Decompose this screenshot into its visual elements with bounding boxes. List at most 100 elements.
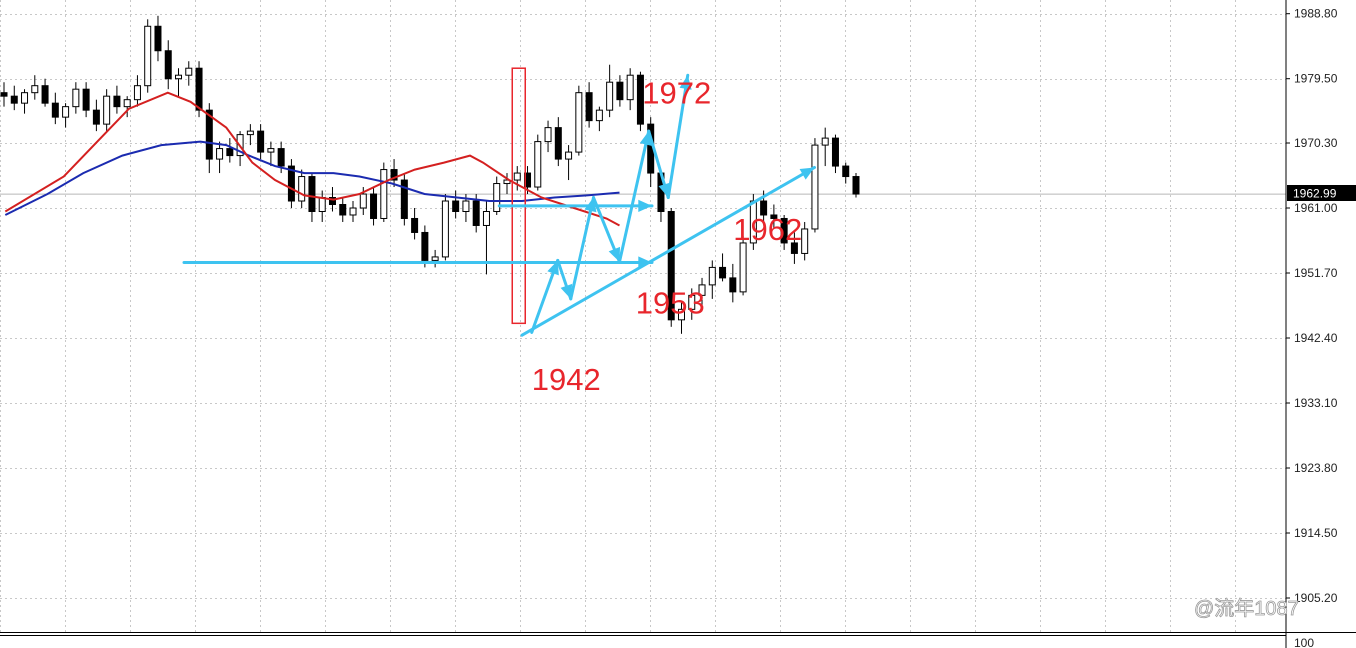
candle-body: [441, 200, 449, 258]
candle-body: [10, 95, 18, 104]
candle-body: [390, 169, 398, 181]
candle-body: [164, 50, 172, 80]
candle-body: [328, 197, 336, 206]
zigzag-segment: [666, 73, 690, 200]
candle-body: [103, 95, 111, 125]
zigzag-segment: [618, 129, 651, 264]
trendline-segment: [520, 165, 816, 337]
candle-body: [595, 109, 603, 122]
candle-body: [257, 130, 265, 153]
candle-body: [739, 242, 747, 293]
candle-body: [585, 92, 593, 122]
candle-body: [719, 266, 727, 279]
candle-body: [636, 74, 644, 125]
candle-body: [688, 294, 696, 310]
price-tick-label: 1988.80: [1294, 7, 1338, 21]
price-axis: 1988.80 1979.50 1970.30 1961.00 1951.70 1942.…: [1286, 7, 1338, 605]
price-tick-label: 1979.50: [1294, 72, 1338, 86]
candle-body: [790, 242, 798, 254]
arrow-head: [608, 246, 621, 262]
zigzag-segment: [569, 196, 595, 301]
candle-body: [287, 165, 295, 202]
candle-body: [811, 144, 819, 230]
candle-body: [554, 127, 562, 160]
candle-body: [400, 179, 408, 219]
candle-body: [606, 81, 614, 111]
candle-body: [216, 148, 224, 160]
price-tick-label: 1905.20: [1294, 591, 1338, 605]
candle-body: [62, 106, 70, 118]
price-tick-label: 1961.00: [1294, 201, 1338, 215]
candle-body: [698, 284, 706, 296]
candle-body: [575, 92, 583, 153]
price-tick-label: 1914.50: [1294, 526, 1338, 540]
candle-body: [780, 217, 788, 244]
candle-body: [452, 200, 460, 212]
candle-body: [21, 92, 29, 104]
trendline: [520, 165, 816, 337]
candle-body: [821, 137, 829, 146]
candle-body: [472, 200, 480, 226]
candle-body: [226, 148, 234, 157]
candle-body: [708, 266, 716, 286]
candle-body: [503, 179, 511, 185]
arrow-head: [547, 260, 559, 276]
sub-panel-label: 100: [1294, 636, 1314, 648]
candle-body: [677, 308, 685, 321]
arrow-head: [799, 167, 815, 180]
arrow-head: [679, 75, 692, 90]
candle-body: [482, 210, 490, 226]
current-price-label: 1962.99: [1293, 187, 1337, 201]
price-annotation: 1942: [532, 362, 601, 397]
candle-body: [92, 109, 100, 125]
candle-body: [842, 165, 850, 178]
candle-body: [421, 231, 429, 261]
current-price-tag: [1287, 185, 1356, 201]
candle-body: [616, 81, 624, 101]
candle-body: [82, 88, 90, 111]
candle-body: [205, 109, 213, 160]
candle-body: [729, 277, 737, 293]
candle-body: [626, 74, 634, 101]
candle-body: [534, 141, 542, 188]
candle-body: [349, 207, 357, 216]
zigzag-projection: [530, 73, 692, 334]
arrow-head: [560, 283, 573, 299]
candle-body: [380, 169, 388, 219]
price-tick-label: 1942.40: [1294, 331, 1338, 345]
candle-body: [41, 85, 49, 104]
candle-body: [113, 95, 121, 108]
price-annotation: 1962: [733, 212, 802, 247]
candle-body: [144, 25, 152, 87]
price-tick-label: 1951.70: [1294, 266, 1338, 280]
candle-body: [0, 92, 8, 97]
candle-body: [175, 74, 183, 80]
annotation-labels: 1972 1962 1953 1942: [532, 76, 802, 398]
candle-body: [133, 85, 141, 101]
candle-body: [267, 148, 275, 153]
candle-body: [667, 210, 675, 321]
candle-body: [493, 183, 501, 212]
price-tick-label: 1923.80: [1294, 461, 1338, 475]
arrow-head: [638, 199, 652, 213]
candle-body: [154, 25, 162, 52]
candle-body: [185, 67, 193, 76]
candle-body: [51, 102, 59, 118]
candle-body: [318, 197, 326, 212]
ma-fast-line: [4, 91, 620, 227]
candle-body: [852, 176, 860, 195]
ma-slow-line: [4, 140, 620, 216]
candle-body: [246, 130, 254, 136]
candle-body: [760, 200, 768, 216]
price-annotation: 1953: [636, 285, 705, 320]
price-tick-label: 1933.10: [1294, 396, 1338, 410]
candle-body: [411, 217, 419, 233]
candle-body: [31, 85, 39, 94]
candle-body: [308, 176, 316, 212]
candle-body: [72, 88, 80, 108]
candlestick-series: [0, 15, 860, 334]
candle-body: [831, 137, 839, 167]
candle-body: [339, 204, 347, 216]
candle-body: [801, 228, 809, 254]
